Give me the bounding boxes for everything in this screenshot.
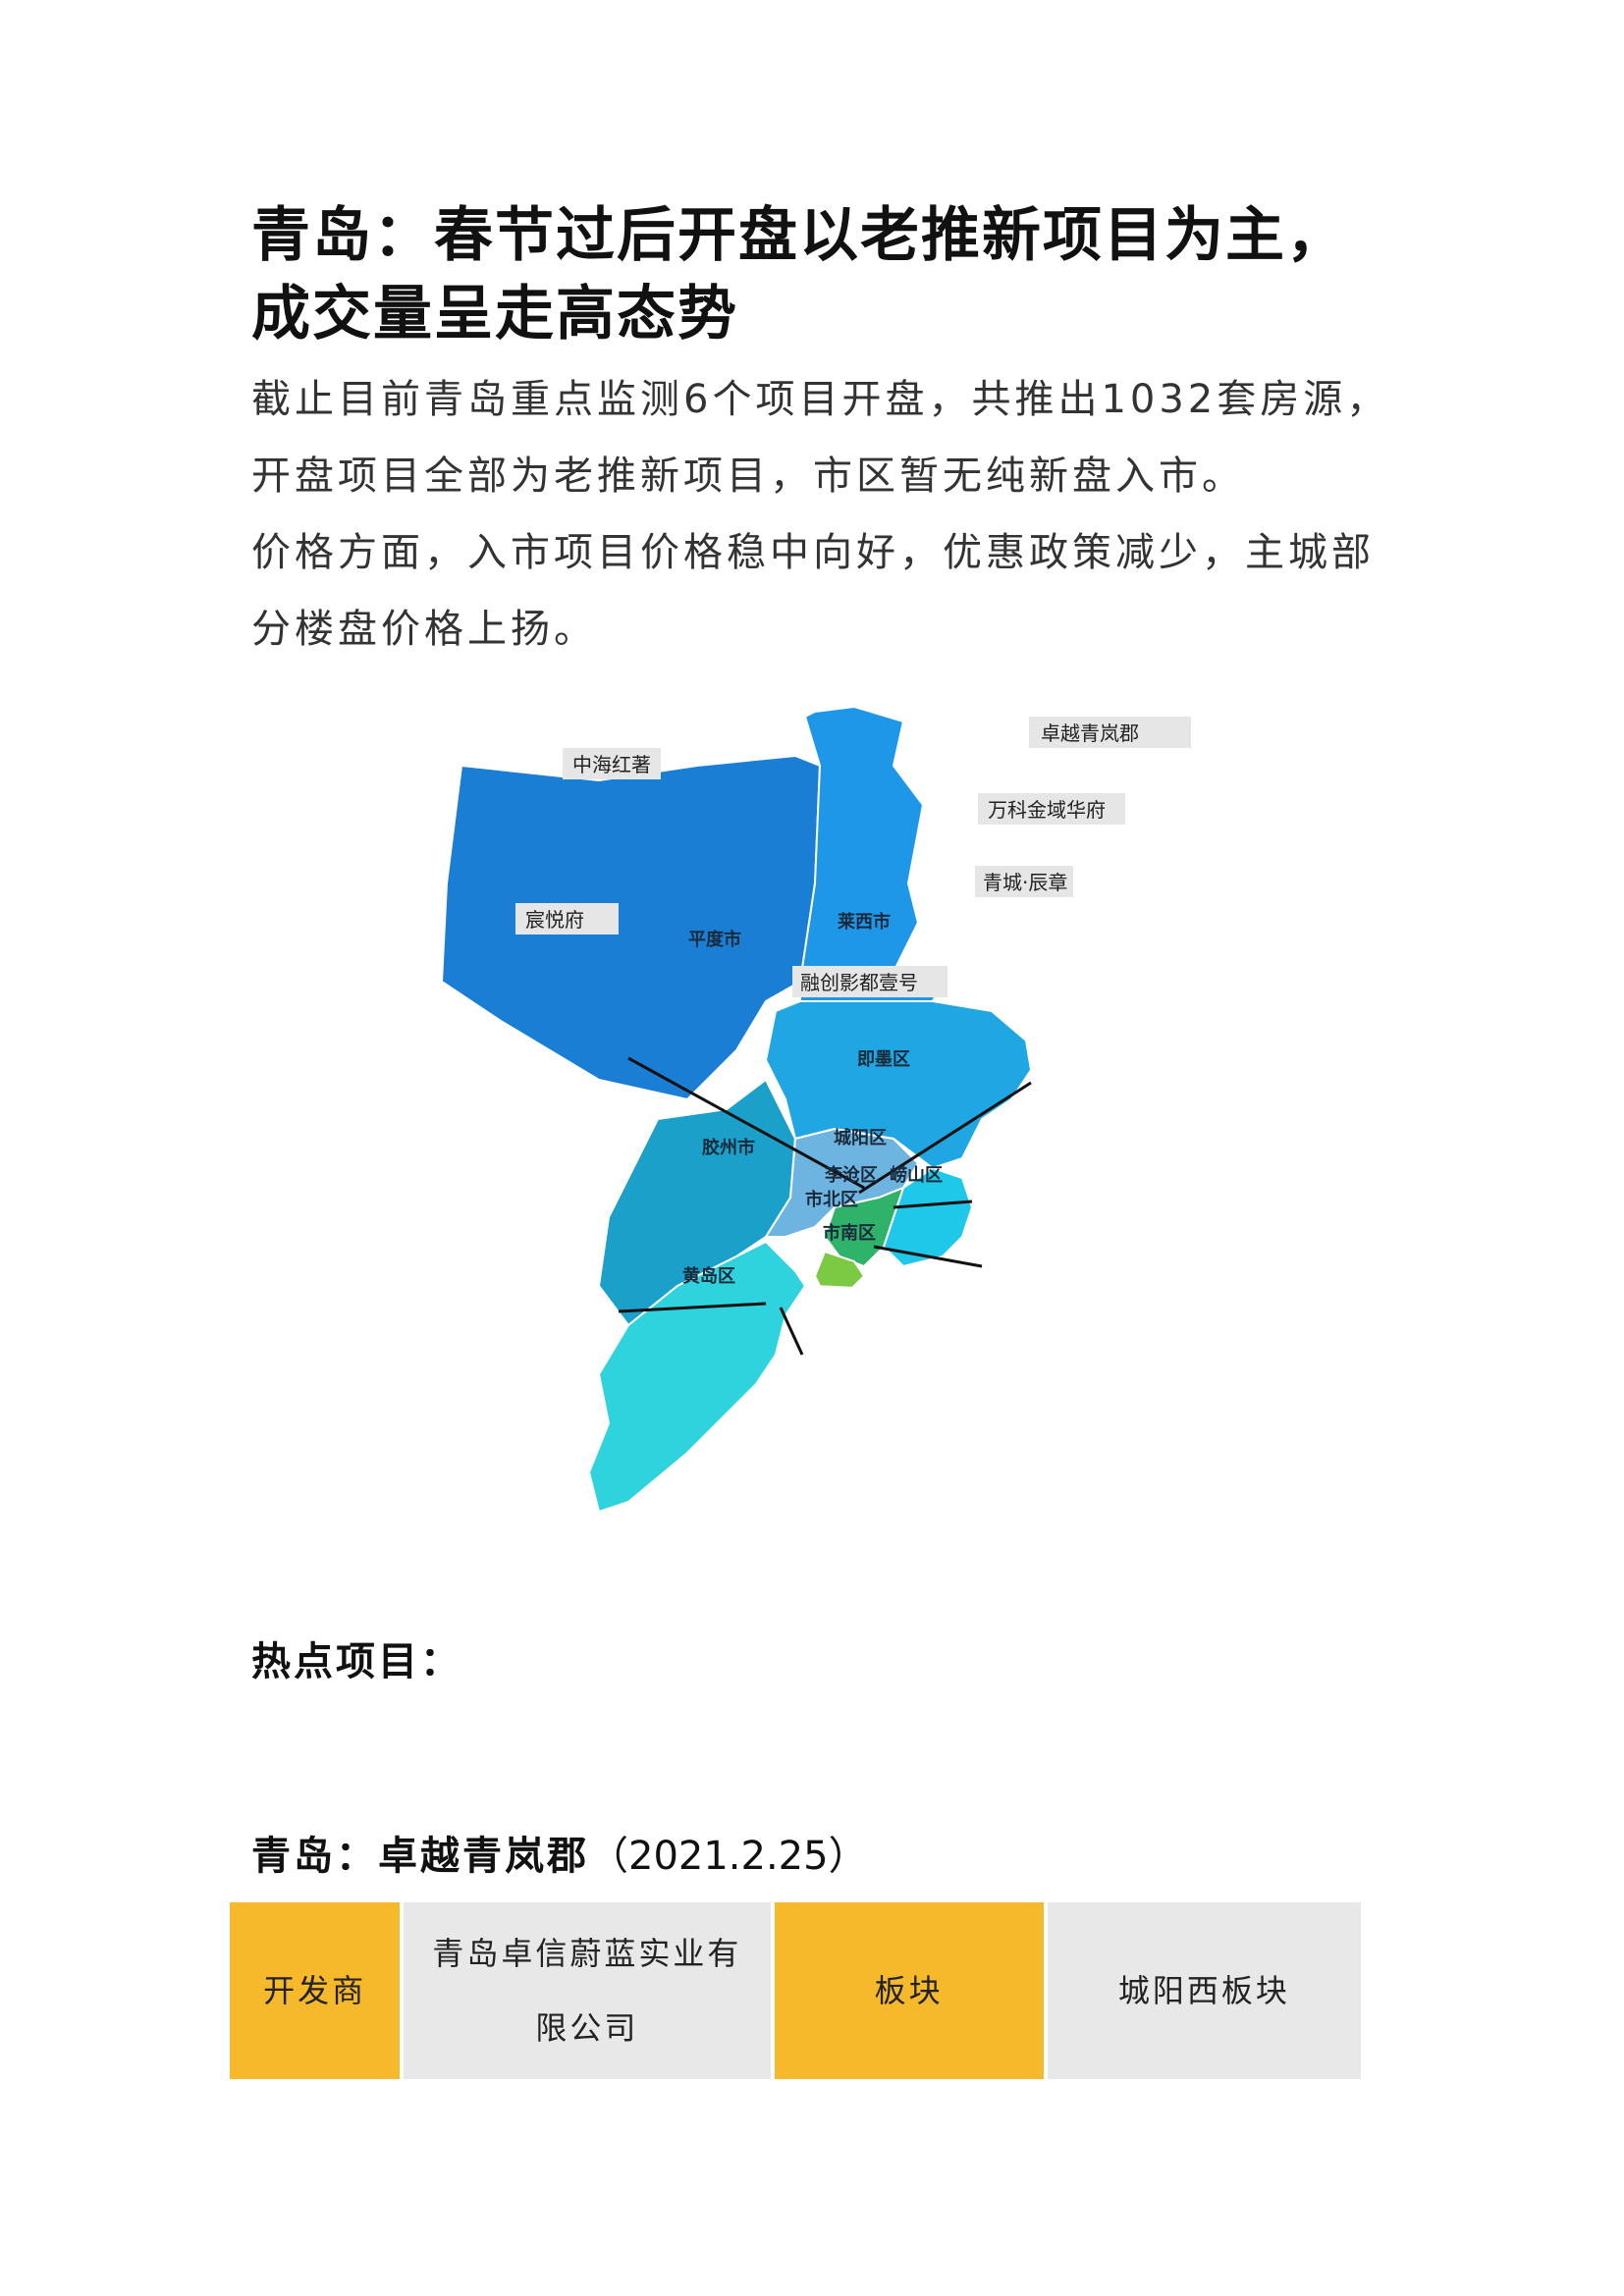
label-jiaozhou: 胶州市	[702, 1137, 755, 1158]
project-title: 青岛：卓越青岚郡	[251, 1833, 589, 1879]
paragraph-supply: 截止目前青岛重点监测6个项目开盘，共推出1032套房源，开盘项目全部为老推新项目…	[251, 377, 1390, 499]
callout-chenyue-text: 宸悦府	[525, 908, 584, 932]
label-huangdao: 黄岛区	[682, 1265, 735, 1287]
district-licang	[823, 1186, 905, 1268]
callout-vanke: 万科金域华府	[978, 793, 1125, 825]
district-huangdao	[587, 1240, 807, 1514]
table-row: 开发商 青岛卓信蔚蓝实业有限公司 板块 城阳西板块	[230, 1902, 1361, 2079]
developer-label: 开发商	[230, 1902, 401, 2079]
district-laoshan	[882, 1166, 974, 1268]
leader-lines	[618, 1056, 1032, 1356]
qingdao-district-map: 平度市 莱西市 即墨区 胶州市 城阳区 李沧区 崂山区 市北区 市南区 黄岛区 …	[440, 705, 1191, 1514]
callout-chenyue: 宸悦府	[515, 903, 619, 934]
hot-projects-heading: 热点项目：	[251, 1638, 462, 1684]
callout-vanke-text: 万科金域华府	[988, 798, 1106, 822]
project-info-table: 开发商 青岛卓信蔚蓝实业有限公司 板块 城阳西板块	[226, 1902, 1365, 2079]
district-pingdu	[440, 754, 822, 1101]
district-shinan	[814, 1284, 861, 1309]
callout-zhonghai-text: 中海红著	[572, 753, 651, 776]
label-laoshan: 崂山区	[890, 1164, 943, 1186]
callout-rongchuang-text: 融创影都壹号	[800, 971, 918, 994]
label-pingdu: 平度市	[688, 929, 741, 950]
label-licang: 李沧区	[824, 1164, 878, 1186]
callout-zhuoyue-text: 卓越青岚郡	[1041, 721, 1139, 745]
label-chengyang: 城阳区	[834, 1127, 887, 1148]
sector-value: 城阳西板块	[1047, 1902, 1361, 2079]
label-jimo: 即墨区	[857, 1049, 910, 1070]
label-shibei: 市北区	[805, 1189, 858, 1210]
callout-zhonghai: 中海红著	[563, 748, 661, 779]
callout-qingcheng-text: 青城·辰章	[983, 871, 1067, 894]
callout-zhuoyue: 卓越青岚郡	[1029, 717, 1191, 748]
paragraph-price: 价格方面，入市项目价格稳中向好，优惠政策减少，主城部分楼盘价格上扬。	[251, 530, 1375, 652]
page-title: 青岛：春节过后开盘以老推新项目为主，成交量呈走高态势	[251, 201, 1347, 348]
sector-label: 板块	[774, 1902, 1044, 2079]
label-laixi: 莱西市	[838, 911, 891, 933]
callout-rongchuang: 融创影都壹号	[792, 966, 947, 997]
project-date: （2021.2.25）	[589, 1834, 868, 1879]
district-laixi	[799, 705, 945, 1002]
callout-qingcheng: 青城·辰章	[975, 866, 1073, 897]
developer-value: 青岛卓信蔚蓝实业有限公司	[404, 1902, 771, 2079]
label-shinan: 市南区	[823, 1222, 876, 1244]
project-heading: 青岛：卓越青岚郡（2021.2.25）	[251, 1824, 868, 1881]
